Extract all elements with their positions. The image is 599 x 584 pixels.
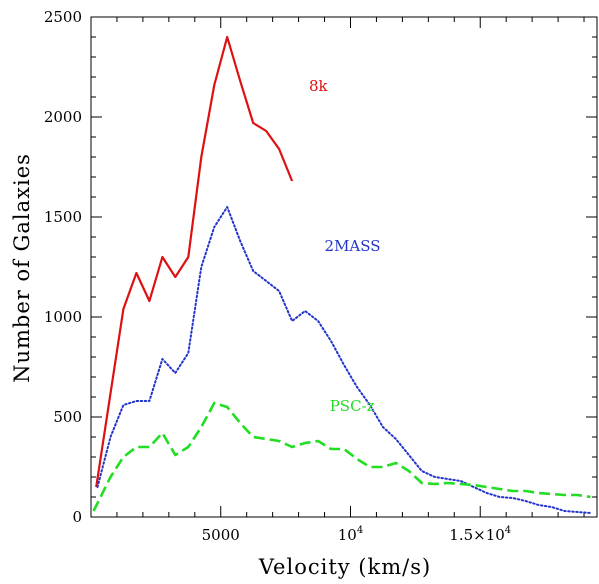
y-tick-label: 0 — [72, 508, 82, 526]
series-line-8k — [95, 35, 294, 488]
series-label-8k: 8k — [309, 77, 329, 95]
y-axis-title: Number of Galaxies — [10, 153, 34, 383]
series-line-2mass — [96, 206, 592, 514]
y-tick-label: 500 — [53, 408, 82, 426]
y-tick-label: 2000 — [44, 108, 82, 126]
series-label-psc-z: PSC-z — [330, 397, 375, 415]
axis-ticks — [90, 16, 597, 518]
x-tick-label: 1.5×104 — [449, 525, 511, 544]
series-labels: 8k 2MASS PSC-z — [309, 77, 381, 415]
x-tick-label: 104 — [338, 525, 363, 544]
y-tick-label: 2500 — [44, 8, 82, 26]
series-line-psc-z — [92, 401, 591, 512]
axis-tick-labels: 0 500 1000 1500 2000 2500 5000 104 1.5×104 — [44, 8, 511, 544]
y-tick-label: 1500 — [44, 208, 82, 226]
y-tick-label: 1000 — [44, 308, 82, 326]
series-lines — [92, 35, 592, 514]
x-axis-title: Velocity (km/s) — [258, 555, 431, 579]
plot-area-border — [90, 16, 598, 518]
series-label-2mass: 2MASS — [325, 237, 381, 255]
x-tick-label: 5000 — [202, 526, 240, 544]
plot-frame — [90, 16, 598, 518]
